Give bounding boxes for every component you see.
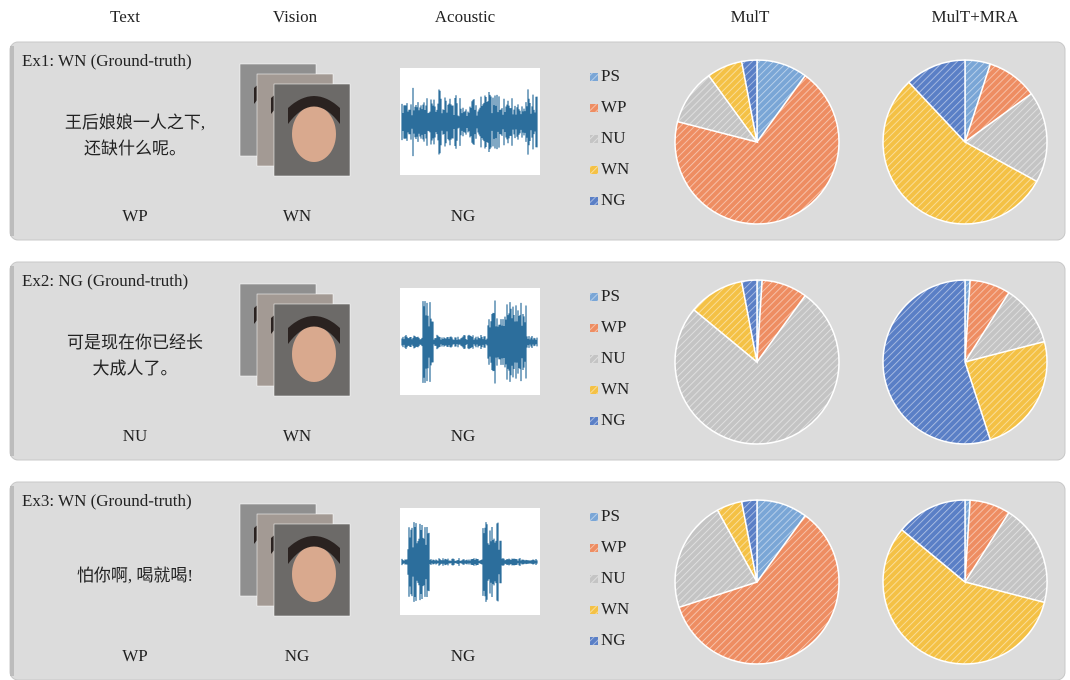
legend-label: NG bbox=[601, 410, 626, 429]
legend-swatch bbox=[590, 575, 598, 583]
utterance-text: 可是现在你已经长 bbox=[67, 333, 203, 352]
column-header: Vision bbox=[273, 7, 318, 26]
pie-slice bbox=[907, 59, 966, 144]
utterance-text: 大成人了。 bbox=[93, 359, 178, 378]
legend-label: NU bbox=[601, 568, 626, 587]
legend-label: WP bbox=[601, 537, 627, 556]
pie-slice bbox=[678, 514, 840, 665]
legend-swatch bbox=[590, 135, 598, 143]
pie-slice bbox=[740, 279, 758, 363]
waveform bbox=[401, 87, 538, 157]
pie-slice bbox=[882, 528, 1046, 665]
example-title: Ex2: NG (Ground-truth) bbox=[22, 271, 188, 290]
legend-label: PS bbox=[601, 506, 620, 525]
modality-prediction: WN bbox=[283, 206, 311, 225]
hair bbox=[288, 536, 340, 564]
legend-swatch bbox=[590, 324, 598, 332]
modality-prediction: NG bbox=[285, 646, 310, 665]
pie-slice bbox=[740, 59, 758, 143]
example-title: Ex1: WN (Ground-truth) bbox=[22, 51, 192, 70]
legend-label: NU bbox=[601, 348, 626, 367]
pie-slice bbox=[963, 92, 1048, 183]
panel-shadow bbox=[10, 46, 14, 236]
pie-slice bbox=[882, 81, 1038, 225]
column-header: MulT bbox=[731, 7, 770, 26]
pie-slice bbox=[674, 74, 840, 225]
utterance-text: 怕你啊, 喝就喝! bbox=[77, 566, 193, 585]
pie-slice bbox=[963, 511, 1048, 604]
pie-slice bbox=[964, 340, 1048, 441]
modality-prediction: WN bbox=[283, 426, 311, 445]
hair bbox=[288, 316, 340, 344]
legend-swatch bbox=[590, 293, 598, 301]
modality-prediction: NG bbox=[451, 426, 476, 445]
legend-label: WP bbox=[601, 97, 627, 116]
pie-slice bbox=[963, 291, 1046, 364]
legend-label: WN bbox=[601, 599, 629, 618]
legend-swatch bbox=[590, 386, 598, 394]
hair bbox=[288, 96, 340, 124]
legend-swatch bbox=[590, 197, 598, 205]
legend-swatch bbox=[590, 355, 598, 363]
legend-swatch bbox=[590, 104, 598, 112]
legend-label: PS bbox=[601, 286, 620, 305]
legend-swatch bbox=[590, 606, 598, 614]
legend-label: NU bbox=[601, 128, 626, 147]
legend-swatch bbox=[590, 637, 598, 645]
utterance-text: 王后娘娘一人之下, bbox=[65, 113, 205, 132]
modality-prediction: NG bbox=[451, 646, 476, 665]
pie-slice bbox=[674, 294, 840, 445]
pie-slice bbox=[674, 509, 759, 609]
legend-label: WN bbox=[601, 379, 629, 398]
modality-prediction: NU bbox=[123, 426, 148, 445]
utterance-text: 还缺什么呢。 bbox=[84, 139, 186, 158]
legend-swatch bbox=[590, 544, 598, 552]
panel-shadow bbox=[10, 266, 14, 456]
legend-label: NG bbox=[601, 630, 626, 649]
legend-swatch bbox=[590, 417, 598, 425]
modality-prediction: WP bbox=[122, 206, 148, 225]
face bbox=[292, 106, 336, 162]
column-header: MulT+MRA bbox=[931, 7, 1019, 26]
column-header: Acoustic bbox=[435, 7, 496, 26]
modality-prediction: WP bbox=[122, 646, 148, 665]
pie-slice bbox=[882, 279, 992, 445]
legend-label: NG bbox=[601, 190, 626, 209]
legend-label: PS bbox=[601, 66, 620, 85]
waveform bbox=[401, 300, 538, 384]
panel-shadow bbox=[10, 486, 14, 676]
waveform bbox=[401, 522, 538, 602]
pie-slice bbox=[900, 499, 966, 584]
legend-swatch bbox=[590, 513, 598, 521]
legend-swatch bbox=[590, 73, 598, 81]
legend-swatch bbox=[590, 166, 598, 174]
legend-label: WN bbox=[601, 159, 629, 178]
modality-prediction: NG bbox=[451, 206, 476, 225]
legend-label: WP bbox=[601, 317, 627, 336]
face bbox=[292, 546, 336, 602]
example-title: Ex3: WN (Ground-truth) bbox=[22, 491, 192, 510]
column-header: Text bbox=[110, 7, 140, 26]
pie-slice bbox=[740, 499, 758, 583]
face bbox=[292, 326, 336, 382]
